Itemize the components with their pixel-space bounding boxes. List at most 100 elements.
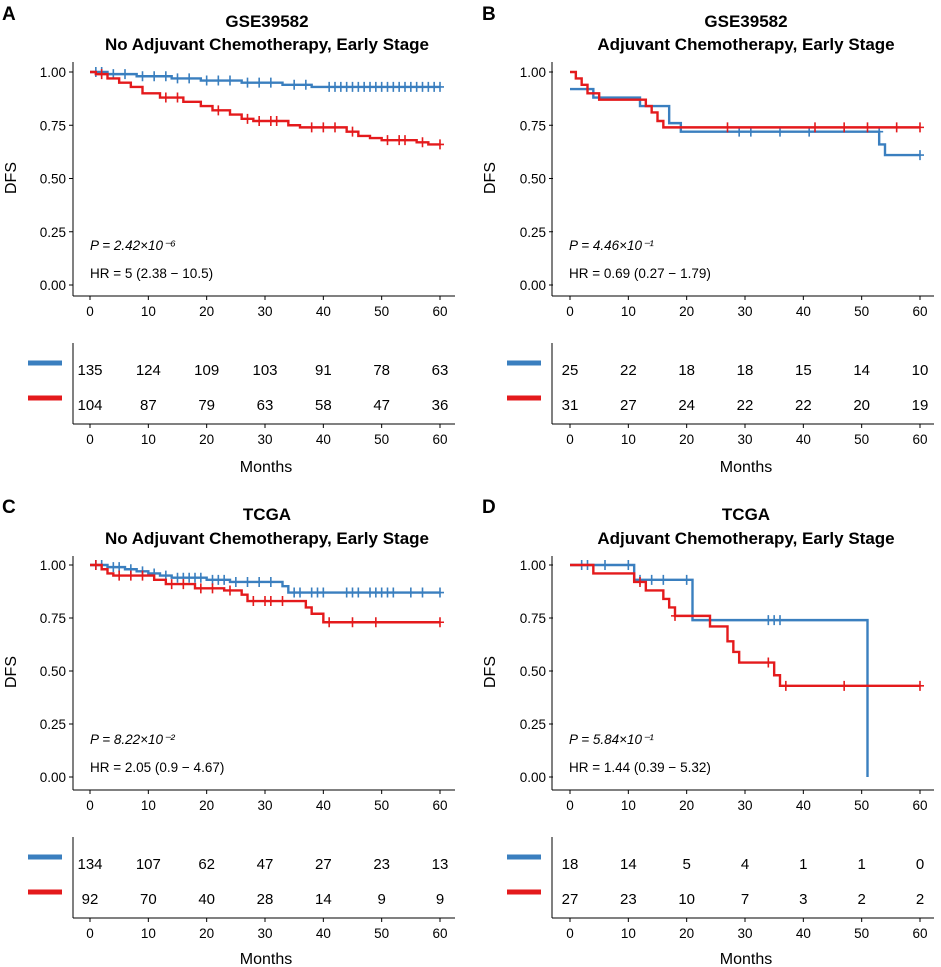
- censor-mark: [266, 596, 275, 607]
- chart-title: GSE39582: [225, 12, 308, 31]
- risk-count-red: 92: [82, 891, 99, 908]
- y-tick-label: 0.25: [40, 717, 66, 732]
- risk-x-tick-label: 30: [737, 432, 752, 447]
- x-tick-label: 40: [796, 798, 811, 813]
- panel-label: B: [482, 4, 496, 25]
- hazard-ratio-label: HR = 0.69 (0.27 − 1.79): [569, 266, 711, 281]
- risk-count-red: 22: [737, 397, 754, 414]
- risk-x-tick-label: 10: [621, 926, 636, 941]
- risk-x-tick-label: 50: [374, 926, 389, 941]
- y-axis-title: DFS: [482, 162, 499, 194]
- x-tick-label: 60: [912, 798, 927, 813]
- x-tick-label: 50: [374, 798, 389, 813]
- censor-mark: [290, 79, 299, 90]
- censor-mark: [272, 115, 281, 126]
- censor-mark: [301, 79, 310, 90]
- risk-count-blue: 134: [77, 856, 102, 873]
- x-tick-label: 30: [737, 798, 752, 813]
- censor-mark: [764, 657, 773, 668]
- x-tick-label: 40: [796, 304, 811, 319]
- risk-count-red: 36: [432, 397, 449, 414]
- censor-mark: [214, 105, 223, 116]
- risk-count-blue: 103: [252, 362, 277, 379]
- risk-count-blue: 14: [853, 362, 870, 379]
- x-tick-label: 0: [86, 304, 94, 319]
- censor-mark: [243, 576, 252, 587]
- y-tick-label: 0.00: [40, 278, 66, 293]
- risk-count-red: 23: [620, 891, 637, 908]
- censor-mark: [892, 122, 901, 133]
- risk-x-tick-label: 20: [199, 926, 214, 941]
- km-curve-red: [570, 70, 920, 129]
- y-tick-label: 0.75: [40, 118, 66, 133]
- risk-x-tick-label: 0: [566, 926, 574, 941]
- x-tick-label: 20: [199, 304, 214, 319]
- risk-count-blue: 63: [432, 362, 449, 379]
- risk-count-blue: 91: [315, 362, 332, 379]
- risk-count-blue: 18: [678, 362, 695, 379]
- y-tick-label: 1.00: [40, 558, 66, 573]
- censor-mark: [255, 115, 264, 126]
- censor-mark: [179, 579, 188, 590]
- risk-count-red: 9: [377, 891, 385, 908]
- censor-mark: [266, 576, 275, 587]
- risk-count-red: 2: [916, 891, 924, 908]
- censor-mark: [863, 122, 872, 133]
- censor-mark: [97, 69, 106, 80]
- y-tick-label: 1.00: [40, 65, 66, 80]
- chart-subtitle: Adjuvant Chemotherapy, Early Stage: [597, 529, 894, 548]
- km-curve-blue: [570, 87, 920, 157]
- x-tick-label: 10: [621, 798, 636, 813]
- censor-mark: [121, 69, 129, 80]
- censor-mark: [202, 75, 211, 86]
- chart-subtitle: No Adjuvant Chemotherapy, Early Stage: [105, 529, 429, 548]
- km-curve-red: [90, 70, 440, 146]
- censor-mark: [161, 71, 170, 82]
- censor-mark: [406, 587, 415, 598]
- panel-b: B GSE39582 Adjuvant Chemotherapy, Early …: [482, 4, 934, 476]
- risk-count-blue: 18: [737, 362, 754, 379]
- risk-x-tick-label: 30: [257, 432, 272, 447]
- censor-mark: [436, 617, 444, 628]
- panel-label: A: [2, 4, 16, 25]
- x-tick-label: 30: [257, 304, 272, 319]
- risk-x-tick-label: 10: [141, 432, 156, 447]
- x-tick-label: 30: [737, 304, 752, 319]
- risk-x-tick-label: 20: [199, 432, 214, 447]
- risk-count-red: 10: [678, 891, 695, 908]
- risk-count-blue: 25: [562, 362, 579, 379]
- y-axis-title: DFS: [3, 656, 20, 688]
- x-tick-label: 0: [566, 798, 574, 813]
- censor-mark: [383, 135, 392, 146]
- censor-mark: [811, 122, 819, 133]
- risk-count-blue: 1: [799, 856, 807, 873]
- censor-mark: [348, 126, 357, 137]
- risk-x-tick-label: 10: [621, 432, 636, 447]
- y-tick-label: 0.75: [520, 611, 546, 626]
- y-tick-label: 0.75: [520, 118, 546, 133]
- x-tick-label: 60: [432, 798, 447, 813]
- risk-count-blue: 27: [315, 856, 332, 873]
- p-value-label: P = 4.46×10⁻¹: [569, 238, 654, 253]
- censor-mark: [243, 113, 252, 124]
- x-tick-label: 60: [912, 304, 927, 319]
- censor-mark: [916, 122, 924, 133]
- hazard-ratio-label: HR = 5 (2.38 − 10.5): [90, 266, 213, 281]
- risk-count-red: 27: [620, 397, 637, 414]
- x-tick-label: 20: [679, 304, 694, 319]
- risk-count-blue: 22: [620, 362, 637, 379]
- risk-x-tick-label: 60: [432, 432, 447, 447]
- risk-count-blue: 13: [432, 856, 449, 873]
- risk-count-red: 104: [77, 397, 102, 414]
- risk-count-blue: 23: [373, 856, 390, 873]
- panel-c: C TCGA No Adjuvant Chemotherapy, Early S…: [2, 497, 455, 967]
- censor-mark: [319, 587, 328, 598]
- y-tick-label: 0.50: [40, 664, 66, 679]
- risk-count-blue: 15: [795, 362, 812, 379]
- risk-count-red: 58: [315, 397, 332, 414]
- km-curve-blue: [570, 563, 869, 777]
- risk-x-tick-label: 40: [796, 926, 811, 941]
- censor-mark: [325, 617, 334, 628]
- risk-count-blue: 124: [136, 362, 161, 379]
- x-tick-label: 40: [316, 304, 331, 319]
